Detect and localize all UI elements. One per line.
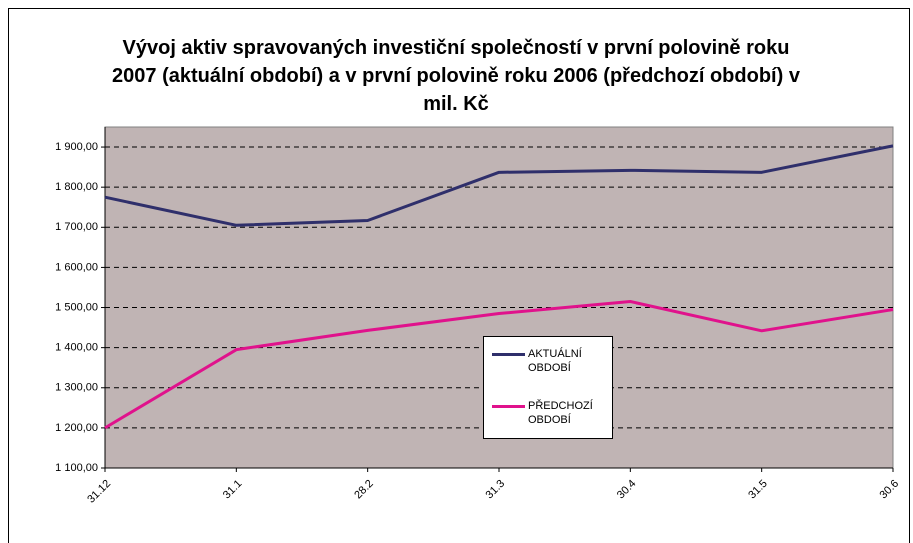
legend-label: PŘEDCHOZÍ OBDOBÍ bbox=[528, 400, 593, 426]
y-tick-label: 1 800,00 bbox=[55, 181, 98, 193]
legend-label: AKTUÁLNÍ OBDOBÍ bbox=[528, 348, 582, 374]
chart-title: Vývoj aktiv spravovaných investiční spol… bbox=[112, 37, 800, 115]
legend-entry: PŘEDCHOZÍ OBDOBÍ bbox=[492, 399, 608, 427]
y-tick-label: 1 100,00 bbox=[55, 462, 98, 474]
legend-entry: AKTUÁLNÍ OBDOBÍ bbox=[492, 347, 608, 375]
y-tick-label: 1 600,00 bbox=[55, 261, 98, 273]
legend: AKTUÁLNÍ OBDOBÍ PŘEDCHOZÍ OBDOBÍ bbox=[483, 336, 613, 439]
y-tick-label: 1 200,00 bbox=[55, 422, 98, 434]
x-tick-label: 28.2 bbox=[352, 478, 376, 502]
x-tick-label: 31.1 bbox=[221, 478, 245, 502]
x-tick-label: 30.6 bbox=[878, 478, 902, 502]
x-tick-label: 31.5 bbox=[746, 478, 770, 502]
x-tick-label: 30.4 bbox=[615, 478, 639, 502]
line-series bbox=[104, 144, 894, 227]
legend-swatch bbox=[492, 405, 525, 408]
line-series bbox=[104, 300, 894, 430]
y-tick-label: 1 700,00 bbox=[55, 221, 98, 233]
y-tick-label: 1 300,00 bbox=[55, 382, 98, 394]
y-tick-label: 1 400,00 bbox=[55, 342, 98, 354]
y-tick-label: 1 500,00 bbox=[55, 301, 98, 313]
x-tick-label: 31.3 bbox=[484, 478, 508, 502]
x-tick-label: 31.12 bbox=[85, 478, 113, 506]
legend-swatch bbox=[492, 353, 525, 356]
y-tick-label: 1 900,00 bbox=[55, 141, 98, 153]
chart-border bbox=[8, 8, 910, 543]
